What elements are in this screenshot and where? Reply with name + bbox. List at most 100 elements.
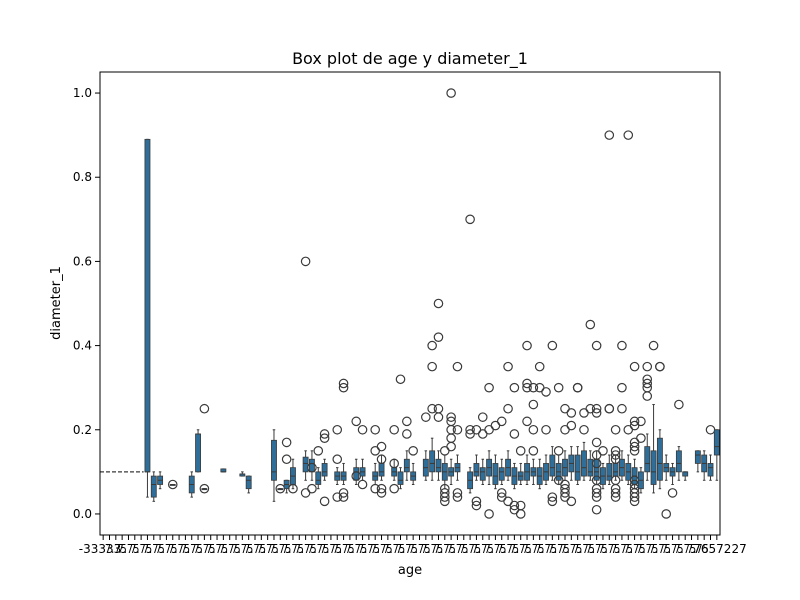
box <box>549 454 556 477</box>
outlier-point <box>357 479 368 490</box>
box-group <box>528 382 539 485</box>
outlier-point <box>648 340 659 351</box>
x-axis-label: age <box>398 563 422 578</box>
outlier-point <box>421 412 431 422</box>
outlier-point <box>452 492 463 502</box>
outlier-point <box>547 492 558 502</box>
box-group <box>389 424 399 494</box>
x-tick-label: 7.75 <box>257 542 279 556</box>
outlier-point <box>370 424 381 435</box>
outlier-point <box>199 483 210 494</box>
outlier-point <box>446 441 456 452</box>
box-group <box>547 340 558 507</box>
outlier-point <box>655 361 665 372</box>
outlier-point <box>357 424 368 435</box>
outlier-point <box>610 424 621 435</box>
x-tick-label: 7.75 <box>371 542 393 556</box>
outlier-point <box>610 492 621 502</box>
x-tick-label: 7.75 <box>624 542 646 556</box>
outlier-point <box>585 319 596 330</box>
outlier-point <box>674 399 684 410</box>
box-group <box>281 437 292 494</box>
box <box>644 446 651 473</box>
box-group <box>648 340 659 494</box>
box-group <box>579 408 589 481</box>
y-tick-label: 1.0 <box>73 86 92 100</box>
outlier-point <box>591 504 602 515</box>
outlier-point <box>566 420 577 431</box>
x-tick-label: 7.75 <box>510 542 532 556</box>
outlier-point <box>617 382 627 393</box>
box-group <box>484 382 494 519</box>
outlier-point <box>642 391 653 401</box>
outlier-point <box>528 424 539 435</box>
x-tick-label: 7.75 <box>598 542 620 556</box>
outlier-point <box>636 433 646 443</box>
box-group <box>199 403 210 494</box>
box-group <box>674 399 684 481</box>
box-group <box>522 340 532 485</box>
x-tick-label: 7.75 <box>282 542 304 556</box>
y-axis-label: diameter_1 <box>49 266 64 340</box>
box <box>150 475 157 498</box>
box-group <box>655 361 665 490</box>
x-tick-label: 7.75 <box>333 542 355 556</box>
outlier-point <box>351 416 362 427</box>
outlier-point <box>402 429 412 439</box>
outlier-point <box>509 382 520 393</box>
box <box>315 471 322 485</box>
box-group <box>701 450 708 481</box>
box-group <box>682 471 689 481</box>
outlier-point <box>477 412 488 422</box>
box-group <box>661 454 672 519</box>
x-tick-label-first: -33333 <box>79 542 122 556</box>
outlier-point <box>376 441 387 452</box>
outlier-point <box>433 412 444 422</box>
outlier-point <box>591 458 602 469</box>
x-tick-label: 7.75 <box>636 542 658 556</box>
box <box>612 463 619 477</box>
box-group <box>471 424 482 511</box>
x-tick-label: 7.75 <box>206 542 228 556</box>
box <box>707 463 714 477</box>
outlier-point <box>376 483 387 494</box>
outlier-point <box>452 424 463 435</box>
box-group <box>338 378 349 502</box>
outlier-point <box>617 403 627 414</box>
box <box>473 463 480 477</box>
plot-frame <box>99 71 721 536</box>
outlier-point <box>338 382 349 393</box>
box <box>245 475 252 490</box>
outlier-point <box>319 496 330 507</box>
x-tick-label: 7.75 <box>105 542 127 556</box>
x-tick-label: 7.75 <box>560 542 582 556</box>
x-tick-label: 7.75 <box>130 542 152 556</box>
box-group <box>351 416 362 485</box>
outlier-point <box>167 479 178 490</box>
box-group <box>427 340 437 481</box>
outlier-point <box>427 361 437 372</box>
outlier-point <box>281 454 292 465</box>
x-tick-label: 7.75 <box>586 542 608 556</box>
x-tick-label-cluster: 7.757.757.757.757.757.757.757.757.757.75… <box>105 542 709 556</box>
outlier-point <box>642 378 653 389</box>
outlier-point <box>376 488 387 498</box>
x-tick-label: 7.75 <box>345 542 367 556</box>
box <box>479 467 486 481</box>
outlier-point <box>471 496 482 507</box>
chart-title: Box plot de age y diameter_1 <box>292 49 528 69</box>
outlier-point <box>522 382 532 393</box>
box-group <box>313 446 324 490</box>
box-group <box>541 387 551 485</box>
box <box>353 467 360 481</box>
outlier-point <box>395 374 406 385</box>
box-group <box>307 450 317 494</box>
outlier-point <box>433 332 444 342</box>
box-group <box>585 319 596 481</box>
outlier-point <box>503 403 513 414</box>
outlier-point <box>591 340 602 351</box>
outlier-point <box>338 488 349 498</box>
x-tick-label: 7.75 <box>219 542 241 556</box>
outlier-point <box>572 382 583 393</box>
